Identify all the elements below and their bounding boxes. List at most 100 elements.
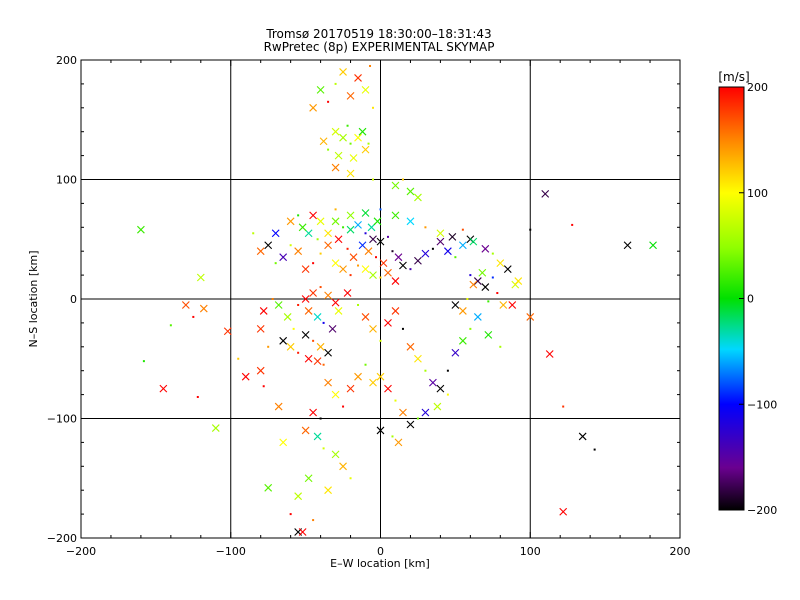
data-point-cross	[298, 223, 307, 232]
data-point-cross	[279, 438, 288, 447]
data-point-dot	[446, 393, 449, 396]
data-point-cross	[349, 253, 358, 262]
colorbar-tick-label: 100	[747, 187, 768, 200]
data-point-dot	[289, 513, 292, 516]
data-point-cross	[481, 283, 490, 291]
data-point-dot	[487, 300, 490, 303]
data-point-cross	[508, 301, 517, 309]
data-point-cross	[339, 265, 347, 274]
data-point-cross	[421, 249, 430, 258]
data-point-cross	[649, 241, 657, 250]
data-point-dot	[364, 363, 367, 366]
colorbar-tick-label: 0	[747, 293, 754, 306]
data-point-cross	[309, 211, 318, 220]
data-point-cross	[339, 68, 347, 76]
data-point-cross	[384, 384, 392, 393]
data-point-cross	[361, 313, 370, 321]
data-point-cross	[358, 127, 367, 136]
data-point-cross	[391, 307, 400, 315]
y-tick-label: −200	[47, 532, 77, 545]
data-point-cross	[436, 384, 445, 393]
data-point-cross	[309, 289, 318, 297]
data-point-cross	[319, 137, 328, 146]
data-point-cross	[304, 354, 313, 363]
data-point-cross	[469, 237, 478, 246]
data-point-cross	[578, 432, 587, 441]
data-point-cross	[473, 277, 482, 285]
data-point-cross	[264, 483, 273, 492]
data-point-dot	[327, 100, 330, 103]
data-point-cross	[256, 247, 265, 256]
data-point-dot	[267, 345, 270, 348]
data-point-dot	[292, 327, 295, 330]
data-point-cross	[448, 232, 457, 241]
data-point-dot	[469, 274, 472, 277]
data-point-cross	[343, 289, 352, 297]
data-point-cross	[414, 193, 422, 202]
x-tick-label: 200	[670, 545, 691, 558]
data-point-cross	[294, 492, 303, 501]
data-point-cross	[414, 354, 422, 363]
data-point-cross	[514, 277, 523, 285]
data-point-cross	[334, 307, 343, 315]
data-point-dot	[346, 124, 349, 127]
chart-title: Tromsø 20170519 18:30:00–18:31:43	[265, 27, 491, 41]
data-point-cross	[346, 91, 355, 100]
x-axis-label: E–W location [km]	[330, 557, 430, 570]
data-point-dot	[375, 256, 378, 259]
data-point-cross	[339, 462, 347, 471]
data-point-cross	[324, 348, 332, 357]
data-point-cross	[526, 313, 535, 321]
data-point-dot	[424, 226, 427, 229]
data-point-cross	[301, 295, 310, 303]
data-point-dot	[491, 252, 494, 255]
data-point-cross	[458, 307, 467, 315]
data-point-cross	[433, 402, 442, 411]
data-point-cross	[458, 336, 467, 345]
data-point-dot	[491, 276, 494, 279]
data-point-cross	[331, 163, 340, 172]
data-point-cross	[391, 211, 400, 220]
y-tick-label: 100	[56, 174, 77, 187]
data-point-cross	[496, 259, 505, 268]
data-point-dot	[142, 360, 145, 363]
data-point-cross	[256, 324, 265, 333]
data-point-dot	[372, 106, 375, 109]
data-point-cross	[376, 372, 385, 381]
data-point-cross	[503, 265, 512, 274]
data-point-cross	[369, 378, 377, 387]
x-tick-label: −200	[66, 545, 96, 558]
data-point-cross	[324, 229, 332, 238]
data-point-dot	[322, 447, 325, 450]
data-point-dot	[297, 214, 300, 217]
data-point-cross	[369, 324, 377, 333]
data-point-cross	[469, 280, 478, 289]
data-point-cross	[394, 438, 403, 447]
data-point-cross	[354, 372, 362, 381]
data-point-dot	[424, 369, 427, 372]
data-point-cross	[346, 384, 355, 393]
data-point-dot	[357, 303, 360, 306]
data-point-cross	[361, 85, 370, 94]
data-point-dot	[571, 223, 574, 226]
data-point-dot	[334, 82, 337, 85]
data-point-cross	[259, 307, 268, 315]
data-point-dot	[367, 142, 370, 145]
data-point-cross	[324, 241, 332, 250]
data-point-dot	[297, 303, 300, 306]
data-point-dot	[349, 477, 352, 480]
data-point-cross	[286, 342, 295, 351]
data-point-cross	[406, 217, 415, 226]
data-point-cross	[264, 241, 273, 250]
data-point-cross	[316, 85, 325, 94]
data-point-cross	[328, 324, 337, 333]
data-point-dot	[369, 64, 372, 67]
data-point-cross	[406, 187, 415, 196]
data-point-cross	[361, 145, 370, 154]
data-point-dot	[562, 405, 565, 408]
data-point-dot	[461, 228, 464, 231]
data-point-dot	[316, 238, 319, 241]
data-point-dot	[529, 228, 532, 231]
data-point-dot	[252, 232, 255, 235]
